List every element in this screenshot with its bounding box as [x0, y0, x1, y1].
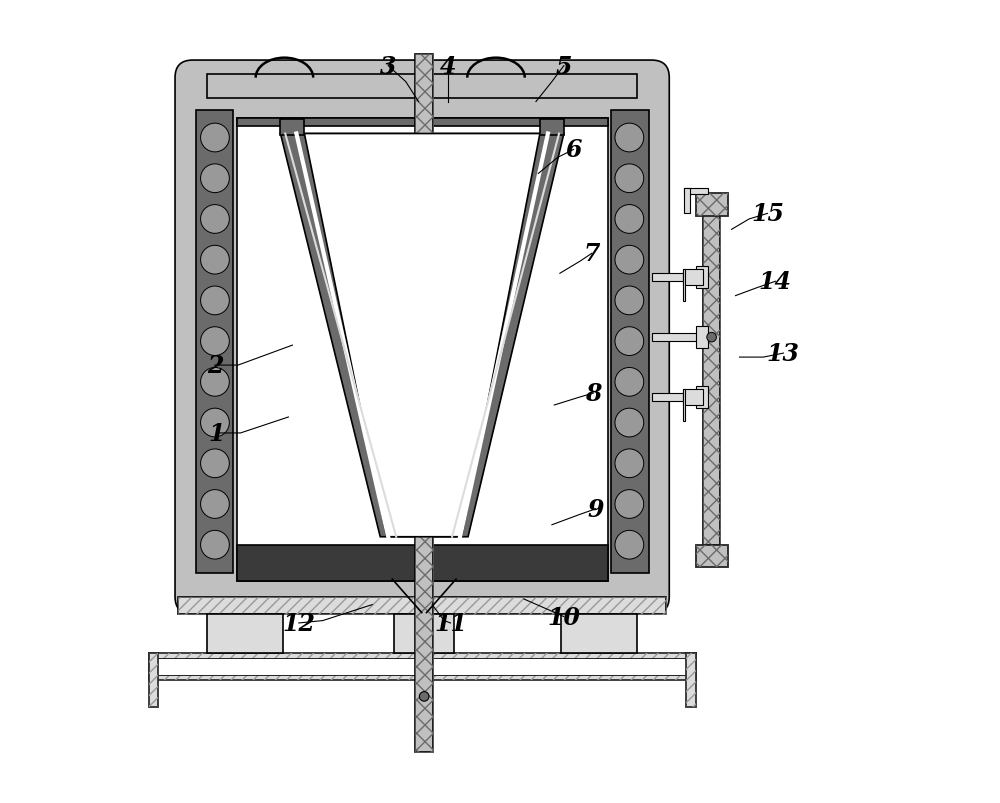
- Circle shape: [615, 206, 644, 234]
- Bar: [652, 393, 703, 402]
- Text: 6: 6: [565, 138, 582, 162]
- Circle shape: [615, 124, 644, 153]
- Polygon shape: [304, 134, 540, 537]
- Bar: [196, 111, 233, 573]
- Text: 15: 15: [751, 202, 784, 226]
- Bar: [207, 75, 637, 99]
- Bar: [394, 614, 454, 653]
- Text: 3: 3: [380, 55, 396, 79]
- Bar: [149, 653, 696, 681]
- Circle shape: [615, 531, 644, 560]
- Circle shape: [201, 328, 229, 356]
- Circle shape: [201, 490, 229, 519]
- Bar: [683, 389, 703, 406]
- Circle shape: [201, 368, 229, 397]
- Circle shape: [419, 691, 429, 701]
- Bar: [696, 327, 708, 349]
- Bar: [149, 653, 158, 707]
- Circle shape: [201, 124, 229, 153]
- Bar: [178, 597, 666, 614]
- Circle shape: [201, 287, 229, 316]
- Bar: [149, 653, 696, 681]
- Bar: [237, 118, 608, 581]
- Bar: [611, 111, 649, 573]
- Text: 9: 9: [588, 497, 604, 521]
- Text: 4: 4: [440, 55, 456, 79]
- Circle shape: [201, 531, 229, 560]
- Circle shape: [615, 409, 644, 438]
- Circle shape: [201, 409, 229, 438]
- Bar: [207, 614, 283, 653]
- Bar: [540, 120, 564, 136]
- Text: 5: 5: [556, 55, 572, 79]
- Bar: [683, 270, 703, 286]
- Circle shape: [615, 328, 644, 356]
- Circle shape: [201, 165, 229, 194]
- Bar: [684, 189, 690, 214]
- Bar: [696, 194, 728, 217]
- Text: 14: 14: [759, 270, 792, 294]
- Bar: [237, 545, 608, 581]
- Polygon shape: [280, 134, 564, 537]
- Bar: [149, 653, 158, 707]
- Circle shape: [615, 490, 644, 519]
- Bar: [696, 545, 728, 568]
- FancyBboxPatch shape: [175, 61, 669, 614]
- Bar: [686, 653, 696, 707]
- Circle shape: [615, 165, 644, 194]
- Bar: [415, 55, 433, 752]
- Bar: [684, 189, 708, 195]
- Text: 11: 11: [434, 611, 467, 635]
- Text: 12: 12: [282, 611, 315, 635]
- Bar: [703, 214, 720, 545]
- Bar: [686, 653, 696, 707]
- Bar: [696, 267, 708, 289]
- Bar: [696, 194, 728, 217]
- Text: 7: 7: [584, 242, 600, 266]
- Circle shape: [615, 246, 644, 275]
- Bar: [178, 597, 666, 614]
- Circle shape: [707, 333, 716, 343]
- Bar: [683, 389, 685, 422]
- Text: 8: 8: [585, 381, 602, 406]
- Circle shape: [201, 450, 229, 478]
- Circle shape: [201, 246, 229, 275]
- Circle shape: [615, 368, 644, 397]
- Bar: [415, 55, 433, 752]
- Bar: [157, 658, 688, 675]
- Bar: [561, 614, 637, 653]
- Bar: [696, 545, 728, 568]
- Bar: [652, 334, 703, 342]
- Circle shape: [615, 287, 644, 316]
- Bar: [280, 120, 304, 136]
- Text: 10: 10: [547, 605, 580, 629]
- Bar: [683, 270, 685, 302]
- Bar: [237, 118, 608, 126]
- Bar: [696, 386, 708, 409]
- Text: 1: 1: [208, 422, 225, 446]
- Bar: [703, 214, 720, 545]
- Text: 13: 13: [767, 341, 800, 365]
- Bar: [652, 274, 703, 282]
- Circle shape: [615, 450, 644, 478]
- Circle shape: [201, 206, 229, 234]
- Text: 2: 2: [207, 353, 223, 377]
